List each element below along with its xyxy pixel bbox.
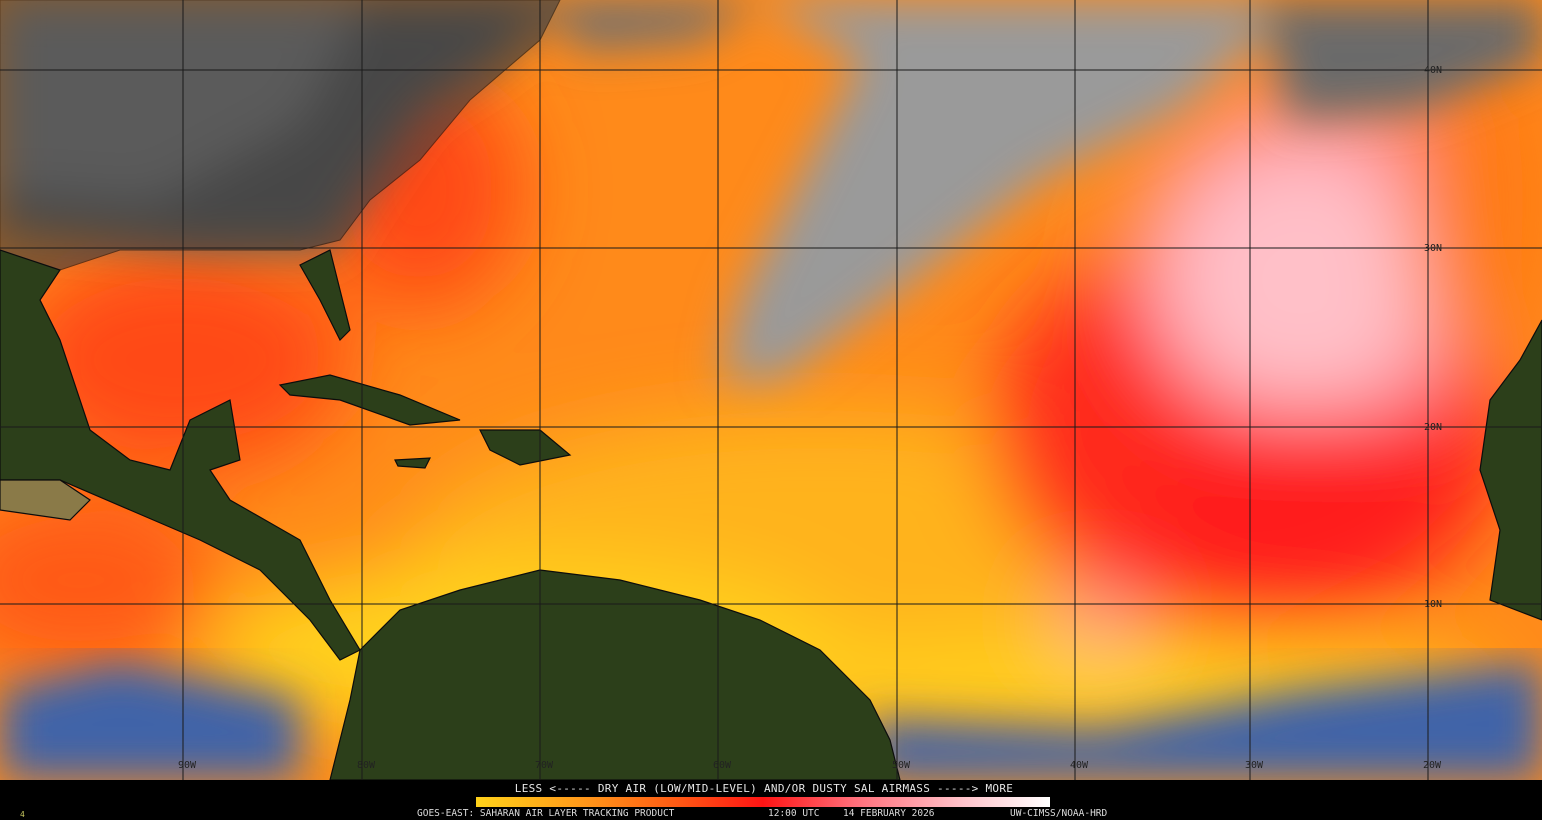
mexico-central-america: [0, 249, 361, 661]
product-name: GOES-EAST: SAHARAN AIR LAYER TRACKING PR…: [417, 808, 675, 819]
lon-label: 20W: [1423, 760, 1442, 771]
corner-mark: 4: [20, 810, 25, 819]
lon-label: 70W: [535, 760, 554, 771]
florida: [299, 249, 351, 342]
lon-label: 40W: [1070, 760, 1089, 771]
sal-satellite-map: 40N 30N 20N 10N 90W 80W 70W 60W 50W 40W …: [0, 0, 1542, 780]
legend-title: LESS <----- DRY AIR (LOW/MID-LEVEL) AND/…: [514, 782, 1014, 795]
color-scale-bar: [476, 797, 1050, 807]
lon-label: 90W: [178, 760, 197, 771]
moist-ocean: [0, 660, 1542, 780]
hispaniola: [479, 429, 572, 466]
south-america: [329, 569, 901, 780]
lat-label: 10N: [1424, 599, 1442, 610]
lon-label: 50W: [892, 760, 911, 771]
lon-label: 30W: [1245, 760, 1264, 771]
land: [0, 249, 1542, 780]
west-africa: [1479, 319, 1542, 621]
date-label: 14 FEBRUARY 2026: [843, 808, 935, 819]
latitude-labels: 40N 30N 20N 10N: [1424, 65, 1442, 610]
lon-label: 60W: [713, 760, 732, 771]
lat-label: 30N: [1424, 243, 1442, 254]
longitude-labels: 90W 80W 70W 60W 50W 40W 30W 20W: [178, 760, 1442, 771]
lon-label: 80W: [357, 760, 376, 771]
credit-label: UW-CIMSS/NOAA-HRD: [1010, 808, 1108, 819]
time-label: 12:00 UTC: [768, 808, 820, 819]
lat-lon-grid: [0, 0, 1542, 780]
sal-field: [0, 40, 1542, 740]
lat-label: 40N: [1424, 65, 1442, 76]
footer-caption: GOES-EAST: SAHARAN AIR LAYER TRACKING PR…: [0, 808, 1542, 820]
cuba: [278, 374, 461, 426]
jamaica: [394, 457, 431, 469]
lat-label: 20N: [1424, 422, 1442, 433]
